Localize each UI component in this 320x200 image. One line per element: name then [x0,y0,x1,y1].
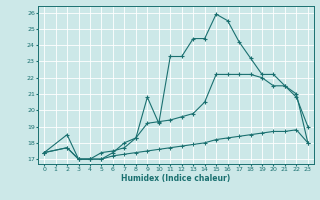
X-axis label: Humidex (Indice chaleur): Humidex (Indice chaleur) [121,174,231,183]
